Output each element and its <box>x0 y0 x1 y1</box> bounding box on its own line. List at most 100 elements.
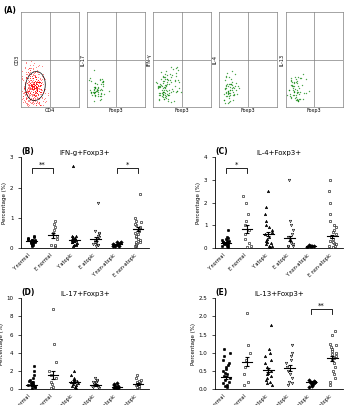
Point <box>40 74 46 80</box>
Point <box>33 92 38 98</box>
Point <box>25 72 31 79</box>
Point <box>288 75 294 81</box>
Point <box>28 77 34 83</box>
Point <box>156 83 162 89</box>
Point <box>30 95 36 102</box>
Point <box>36 100 42 106</box>
Point <box>232 83 238 89</box>
Point <box>33 85 39 91</box>
Point <box>33 89 38 96</box>
Point <box>223 84 229 91</box>
Point <box>27 85 33 91</box>
Point <box>26 64 32 71</box>
Point <box>91 88 97 95</box>
Point <box>33 69 38 75</box>
Point <box>173 73 179 79</box>
Y-axis label: IL-17: IL-17 <box>81 53 86 66</box>
Point <box>30 61 36 68</box>
Point <box>39 63 45 69</box>
Point <box>27 64 33 71</box>
Point <box>23 91 29 98</box>
Point <box>162 92 168 98</box>
Point <box>34 87 40 94</box>
Point <box>289 79 294 85</box>
Point <box>288 94 294 100</box>
Point <box>30 71 36 78</box>
Point <box>293 86 298 92</box>
Point <box>98 86 103 93</box>
Point <box>27 86 33 92</box>
Point <box>168 74 174 80</box>
Point <box>34 94 40 101</box>
Point <box>33 84 38 91</box>
Point <box>22 81 27 87</box>
Point <box>97 97 103 104</box>
Point <box>29 83 35 89</box>
Point <box>34 90 40 96</box>
Point <box>29 90 35 97</box>
Point <box>33 64 39 70</box>
Point <box>101 79 106 85</box>
Point <box>33 100 38 106</box>
Point <box>26 82 32 89</box>
Point <box>296 85 301 92</box>
Point <box>156 90 162 96</box>
Point <box>159 92 164 99</box>
Point <box>223 83 229 90</box>
Point <box>40 89 46 96</box>
Point <box>23 69 29 75</box>
Y-axis label: CD3: CD3 <box>15 54 20 65</box>
Point <box>22 64 27 70</box>
Point <box>162 90 168 96</box>
X-axis label: CD4: CD4 <box>45 108 55 113</box>
Text: (B): (B) <box>21 147 34 156</box>
Point <box>169 72 175 78</box>
Point <box>295 89 301 96</box>
Point <box>156 95 161 102</box>
Point <box>32 82 38 89</box>
Point <box>34 83 40 90</box>
Point <box>300 96 306 103</box>
Point <box>92 85 98 92</box>
Point <box>226 90 231 96</box>
Point <box>36 78 42 85</box>
Point <box>226 93 232 99</box>
Point <box>25 84 31 91</box>
Point <box>40 81 46 87</box>
Point <box>36 79 42 85</box>
Point <box>29 83 35 89</box>
Point <box>155 85 161 92</box>
Point <box>26 79 32 86</box>
Point <box>293 79 298 86</box>
Point <box>91 67 97 74</box>
Point <box>222 91 227 97</box>
Point <box>19 73 24 79</box>
Point <box>40 98 46 104</box>
Point <box>29 96 35 103</box>
Point <box>43 98 48 105</box>
Point <box>100 78 106 85</box>
Point <box>33 102 38 108</box>
Point <box>92 98 97 104</box>
Point <box>29 85 34 92</box>
Point <box>234 91 240 97</box>
Point <box>35 92 40 98</box>
Point <box>231 92 237 99</box>
Point <box>226 74 232 80</box>
Point <box>21 77 26 83</box>
Point <box>22 85 27 92</box>
Point <box>27 67 33 73</box>
Point <box>160 88 166 95</box>
Point <box>176 85 181 91</box>
Point <box>33 76 38 82</box>
Point <box>30 86 35 93</box>
Point <box>233 80 239 86</box>
Text: **: ** <box>39 161 46 167</box>
Point <box>36 98 42 105</box>
Point <box>30 64 36 71</box>
Point <box>172 77 177 84</box>
Point <box>28 81 34 88</box>
Point <box>31 97 36 104</box>
Point <box>298 75 303 82</box>
Point <box>92 93 98 100</box>
